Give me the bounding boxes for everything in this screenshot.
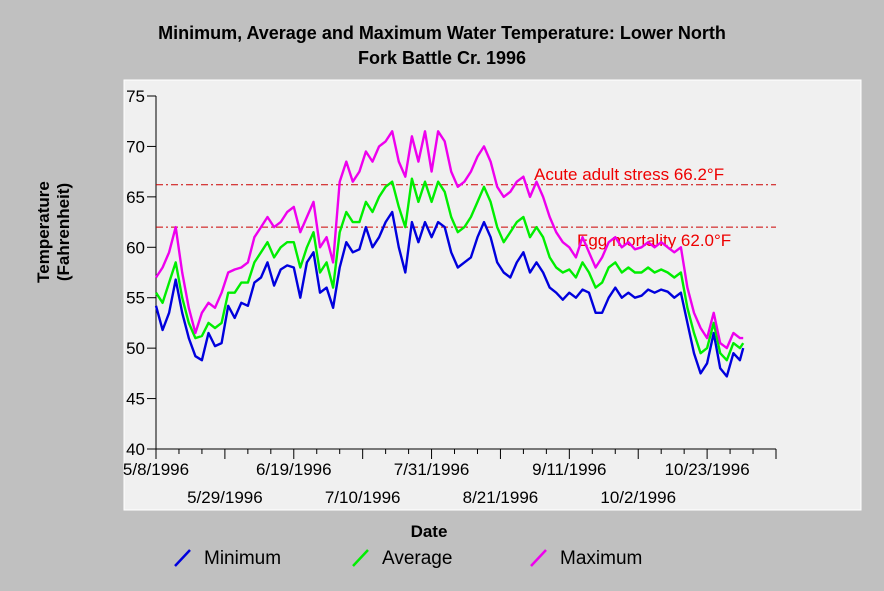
legend-label: Minimum [204, 548, 281, 569]
x-tick-label: 9/11/1996 [532, 460, 606, 479]
series-line-average [154, 177, 745, 362]
y-tick-label: 55 [126, 289, 145, 308]
reference-line-label: Egg mortality 62.0°F [577, 231, 731, 250]
y-tick-label: 45 [126, 390, 145, 409]
x-tick-label: 8/21/1996 [463, 488, 539, 507]
x-tick-label: 7/31/1996 [394, 460, 470, 479]
x-tick-label: 7/10/1996 [325, 488, 401, 507]
x-tick-label: 10/2/1996 [600, 488, 676, 507]
x-axis-title: Date [411, 522, 448, 541]
x-tick-label: 10/23/1996 [665, 460, 750, 479]
legend-swatch-maximum [530, 549, 547, 567]
y-tick-label: 50 [126, 339, 145, 358]
y-tick-label: 40 [126, 440, 145, 459]
y-axis-title-line1: Temperature [34, 181, 53, 283]
x-tick-label: 5/8/1996 [123, 460, 189, 479]
x-tick-label: 5/29/1996 [187, 488, 263, 507]
y-tick-label: 70 [126, 137, 145, 156]
plot-layer: 40 45 50 55 60 65 70 75 5/8/1996 6/19/1996 7/31/19… [123, 87, 777, 507]
legend-label: Average [382, 548, 452, 569]
chart-title-line2: Fork Battle Cr. 1996 [358, 48, 526, 68]
series-line-minimum [154, 210, 745, 378]
reference-line-label: Acute adult stress 66.2°F [534, 165, 724, 184]
series-line-maximum [154, 130, 744, 350]
legend-label: Maximum [560, 548, 642, 569]
x-tick-label: 6/19/1996 [256, 460, 332, 479]
plot-panel [123, 79, 862, 511]
legend: Minimum Average Maximum [174, 548, 642, 569]
y-tick-label: 75 [126, 87, 145, 106]
y-axis-title-line2: (Fahrenheit) [54, 183, 73, 281]
legend-swatch-minimum [174, 549, 191, 567]
legend-swatch-average [352, 549, 369, 567]
chart-title-line1: Minimum, Average and Maximum Water Tempe… [158, 23, 726, 43]
y-tick-label: 60 [126, 238, 145, 257]
y-tick-label: 65 [126, 188, 145, 207]
